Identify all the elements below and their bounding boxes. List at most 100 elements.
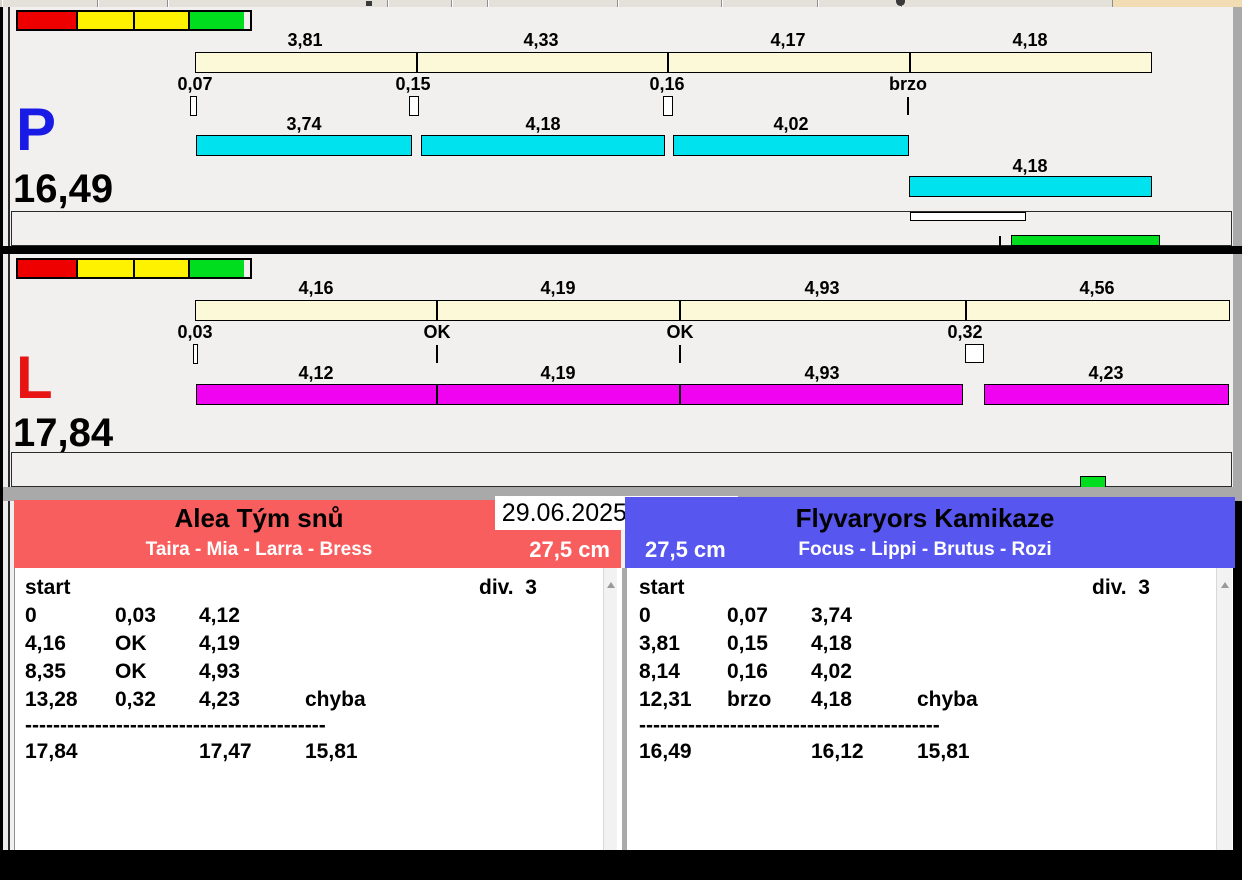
team-dogs: Taira - Mia - Larra - Bress <box>145 539 373 560</box>
separator-dashes: ----------------------------------------… <box>25 714 326 737</box>
dog-run-bar <box>437 384 680 405</box>
cell: 0,03 <box>115 604 156 627</box>
toolbar-button[interactable] <box>722 0 818 7</box>
cell: 0,15 <box>727 632 768 655</box>
pass-marker-ok <box>679 345 681 363</box>
dog-run-bar <box>984 384 1229 405</box>
cell: 0,16 <box>727 660 768 683</box>
team-name: Alea Tým snů <box>174 503 344 533</box>
scrollbar[interactable] <box>1216 568 1232 850</box>
cell: chyba <box>917 688 978 711</box>
lane-p-split-bar <box>195 52 1152 73</box>
team-right-header: Flyvaryors Kamikaze Focus - Lippi - Brut… <box>625 497 1235 568</box>
cell: 8,35 <box>25 660 66 683</box>
toolbar-button[interactable] <box>168 0 388 7</box>
legend-red-segment <box>18 260 76 277</box>
toolbar-button[interactable] <box>98 0 168 7</box>
jump-height: 27,5 cm <box>529 537 610 562</box>
cell: 0,32 <box>115 688 156 711</box>
legend-yellow-segment <box>133 12 188 29</box>
cell: brzo <box>727 688 772 711</box>
lane-l-letter: L <box>16 344 53 411</box>
legend-green-segment <box>188 12 244 29</box>
pass-marker <box>965 344 984 363</box>
cell: chyba <box>305 688 366 711</box>
cell: OK <box>115 632 147 655</box>
results-table-left: start div. 3 0 0,03 4,12 4,16 OK 4,19 8,… <box>14 568 622 850</box>
dog-run-bar <box>196 384 437 405</box>
dog-time-label: 4,93 <box>804 363 840 383</box>
pass-label: OK <box>423 322 451 342</box>
division-label: div. 3 <box>1092 576 1150 599</box>
lane-p-light-legend <box>16 10 252 31</box>
split-time-label: 4,56 <box>1079 278 1115 298</box>
dog-run-bar <box>673 135 909 156</box>
toolbar-panel-right <box>1113 0 1242 9</box>
split-time-label: 4,33 <box>523 30 559 50</box>
cell: 4,12 <box>199 604 240 627</box>
total-clean: 17,47 <box>199 740 252 763</box>
scrollbar-up-arrow[interactable] <box>1221 582 1229 588</box>
dog-time-label: 4,18 <box>1012 156 1048 176</box>
split-divider <box>679 301 681 320</box>
total-best: 15,81 <box>305 740 358 763</box>
lane-divider <box>3 246 1242 254</box>
pass-marker <box>409 96 419 116</box>
split-time-label: 4,16 <box>298 278 334 298</box>
cell: 4,02 <box>811 660 852 683</box>
toolbar-button[interactable] <box>618 0 722 7</box>
window-border-left-light <box>3 7 8 850</box>
team-name: Flyvaryors Kamikaze <box>795 503 1055 533</box>
split-time-label: 4,18 <box>1012 30 1048 50</box>
lane-p-letter: P <box>16 96 57 163</box>
scrollbar[interactable] <box>603 568 617 850</box>
window-border-left-dark <box>8 7 10 850</box>
pass-label: 0,32 <box>947 322 983 342</box>
total-time: 16,49 <box>639 740 692 763</box>
cell: 0,07 <box>727 604 768 627</box>
tick-mark <box>999 236 1001 246</box>
white-outline-bar <box>910 212 1026 221</box>
cell: 3,74 <box>811 604 852 627</box>
split-divider <box>667 53 669 72</box>
scrollbar-up-arrow[interactable] <box>607 582 615 588</box>
split-time-label: 4,19 <box>540 278 576 298</box>
toolbar-button[interactable] <box>488 0 618 7</box>
cell: 0 <box>639 604 651 627</box>
dog-run-bar <box>196 135 412 156</box>
lane-l-total: 17,84 <box>13 411 114 455</box>
cell: 4,19 <box>199 632 240 655</box>
dog-time-label: 4,23 <box>1088 363 1124 383</box>
legend-yellow-segment <box>76 12 133 29</box>
toolbar-strip <box>0 0 1242 9</box>
split-divider <box>909 53 911 72</box>
table-header: start <box>25 576 71 599</box>
total-best: 15,81 <box>917 740 970 763</box>
toolbar-button[interactable] <box>452 0 488 7</box>
dog-time-label: 4,19 <box>540 363 576 383</box>
toolbar-button[interactable] <box>2 0 98 7</box>
lane-p-total: 16,49 <box>13 167 114 211</box>
toolbar-button[interactable] <box>902 0 1113 7</box>
legend-yellow-segment <box>133 260 188 277</box>
split-time-label: 4,93 <box>804 278 840 298</box>
dog-run-bar-early <box>909 176 1152 197</box>
pass-label: brzo <box>889 74 927 94</box>
toolbar-button[interactable] <box>388 0 452 7</box>
jump-height: 27,5 cm <box>645 537 726 562</box>
cell: 4,18 <box>811 688 852 711</box>
split-divider <box>965 301 967 320</box>
green-indicator-bar <box>1011 235 1160 246</box>
lane-l-split-bar <box>195 300 1230 321</box>
split-time-label: 4,17 <box>770 30 806 50</box>
dog-time-label: 3,74 <box>286 114 322 134</box>
chevron-down-icon <box>896 0 905 6</box>
cell: 3,81 <box>639 632 680 655</box>
pass-marker-ok <box>436 345 438 363</box>
toolbar-button[interactable] <box>818 0 902 7</box>
dog-run-bar <box>680 384 963 405</box>
dog-time-label: 4,12 <box>298 363 334 383</box>
lane-l-track-inset <box>11 452 1232 487</box>
cell: 4,18 <box>811 632 852 655</box>
